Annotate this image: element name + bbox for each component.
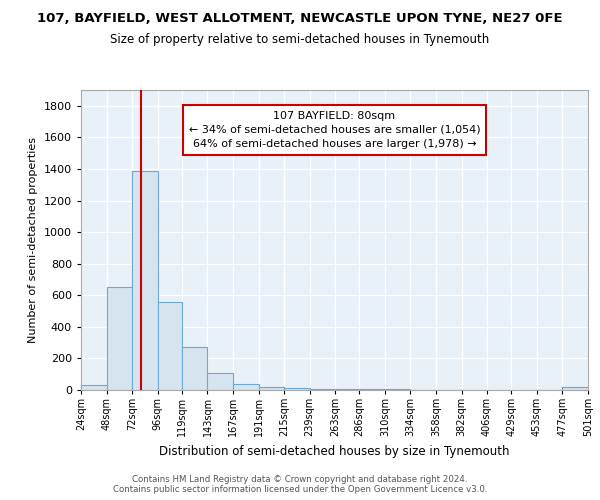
Bar	[359, 389, 385, 390]
Bar	[562, 387, 588, 390]
Bar	[158, 302, 182, 390]
Bar	[284, 388, 310, 390]
Bar	[208, 374, 233, 390]
Bar	[310, 388, 335, 390]
Bar	[335, 389, 359, 390]
Text: 107, BAYFIELD, WEST ALLOTMENT, NEWCASTLE UPON TYNE, NE27 0FE: 107, BAYFIELD, WEST ALLOTMENT, NEWCASTLE…	[37, 12, 563, 26]
Bar	[233, 384, 259, 390]
Bar	[81, 386, 107, 390]
Bar	[107, 288, 132, 390]
Text: Size of property relative to semi-detached houses in Tynemouth: Size of property relative to semi-detach…	[110, 32, 490, 46]
Bar	[259, 387, 284, 390]
Bar	[132, 170, 158, 390]
Text: 107 BAYFIELD: 80sqm
← 34% of semi-detached houses are smaller (1,054)
64% of sem: 107 BAYFIELD: 80sqm ← 34% of semi-detach…	[188, 111, 481, 149]
Text: Contains HM Land Registry data © Crown copyright and database right 2024.
Contai: Contains HM Land Registry data © Crown c…	[113, 474, 487, 494]
X-axis label: Distribution of semi-detached houses by size in Tynemouth: Distribution of semi-detached houses by …	[159, 444, 510, 458]
Bar	[182, 348, 208, 390]
Y-axis label: Number of semi-detached properties: Number of semi-detached properties	[28, 137, 38, 343]
